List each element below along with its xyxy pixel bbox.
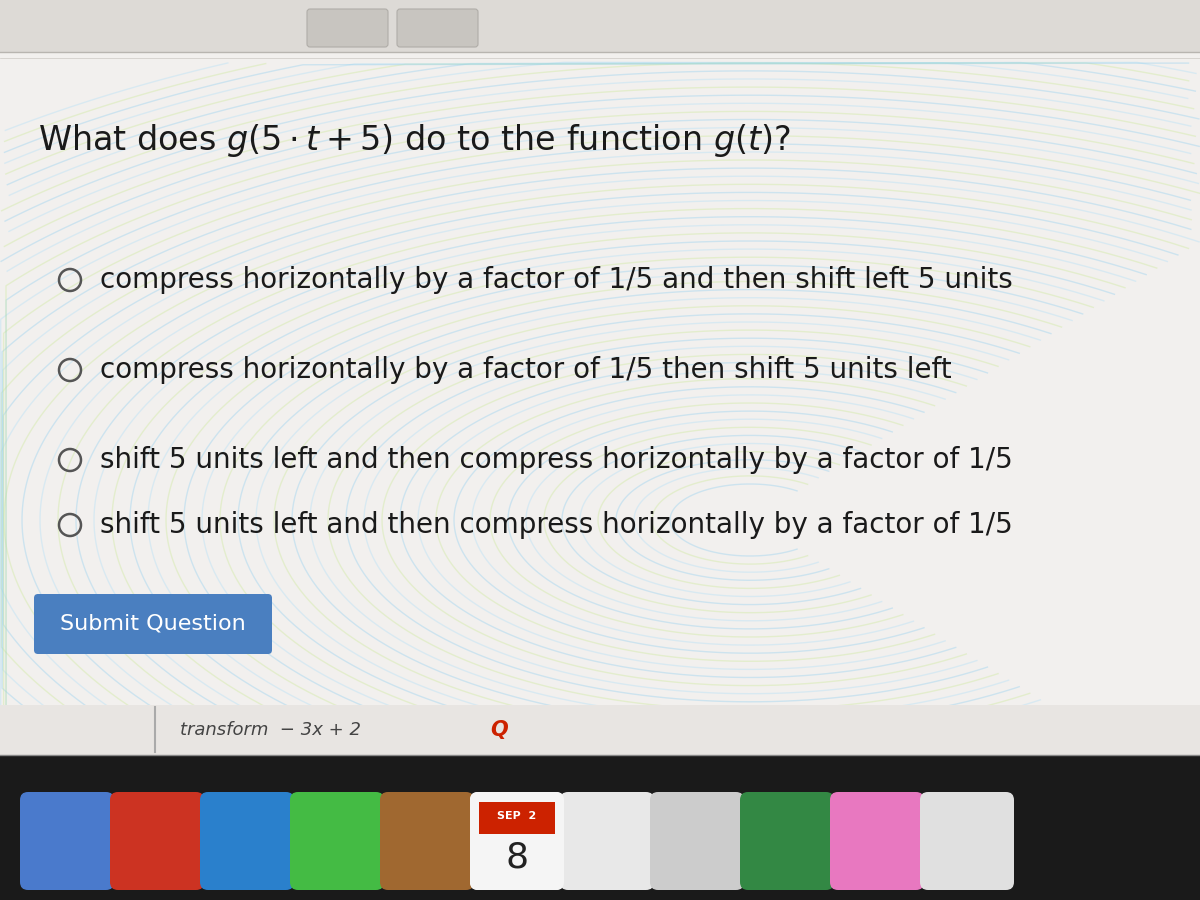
- FancyBboxPatch shape: [290, 792, 384, 890]
- Text: compress horizontally by a factor of 1/5 and then shift left 5 units: compress horizontally by a factor of 1/5…: [100, 266, 1013, 294]
- FancyBboxPatch shape: [110, 792, 204, 890]
- Bar: [0, 705, 1200, 755]
- FancyBboxPatch shape: [307, 9, 388, 47]
- FancyBboxPatch shape: [740, 792, 834, 890]
- Text: compress horizontally by a factor of 1/5 then shift 5 units left: compress horizontally by a factor of 1/5…: [100, 356, 952, 384]
- Bar: [0, 755, 1200, 900]
- Bar: [479, 802, 554, 834]
- Text: What does $g(5 \cdot t + 5)$ do to the function $g(t)$?: What does $g(5 \cdot t + 5)$ do to the f…: [38, 122, 791, 159]
- FancyBboxPatch shape: [650, 792, 744, 890]
- Text: Submit Question: Submit Question: [60, 614, 246, 634]
- Text: shift 5 units left and then compress horizontally by a factor of 1/5: shift 5 units left and then compress hor…: [100, 446, 1013, 474]
- FancyBboxPatch shape: [380, 792, 474, 890]
- FancyBboxPatch shape: [20, 792, 114, 890]
- Text: 8: 8: [505, 841, 528, 875]
- FancyBboxPatch shape: [34, 594, 272, 654]
- FancyBboxPatch shape: [397, 9, 478, 47]
- FancyBboxPatch shape: [920, 792, 1014, 890]
- FancyBboxPatch shape: [470, 792, 564, 890]
- Text: shift 5 units left and then compress horizontally by a factor of 1/5: shift 5 units left and then compress hor…: [100, 511, 1013, 539]
- FancyBboxPatch shape: [560, 792, 654, 890]
- Text: transform  − 3x + 2: transform − 3x + 2: [180, 721, 361, 739]
- Text: Q: Q: [490, 720, 508, 740]
- Bar: [0, 0, 1200, 52]
- Bar: [0, 62, 1200, 755]
- FancyBboxPatch shape: [470, 792, 564, 890]
- FancyBboxPatch shape: [200, 792, 294, 890]
- FancyBboxPatch shape: [830, 792, 924, 890]
- Text: SEP  2: SEP 2: [497, 812, 536, 822]
